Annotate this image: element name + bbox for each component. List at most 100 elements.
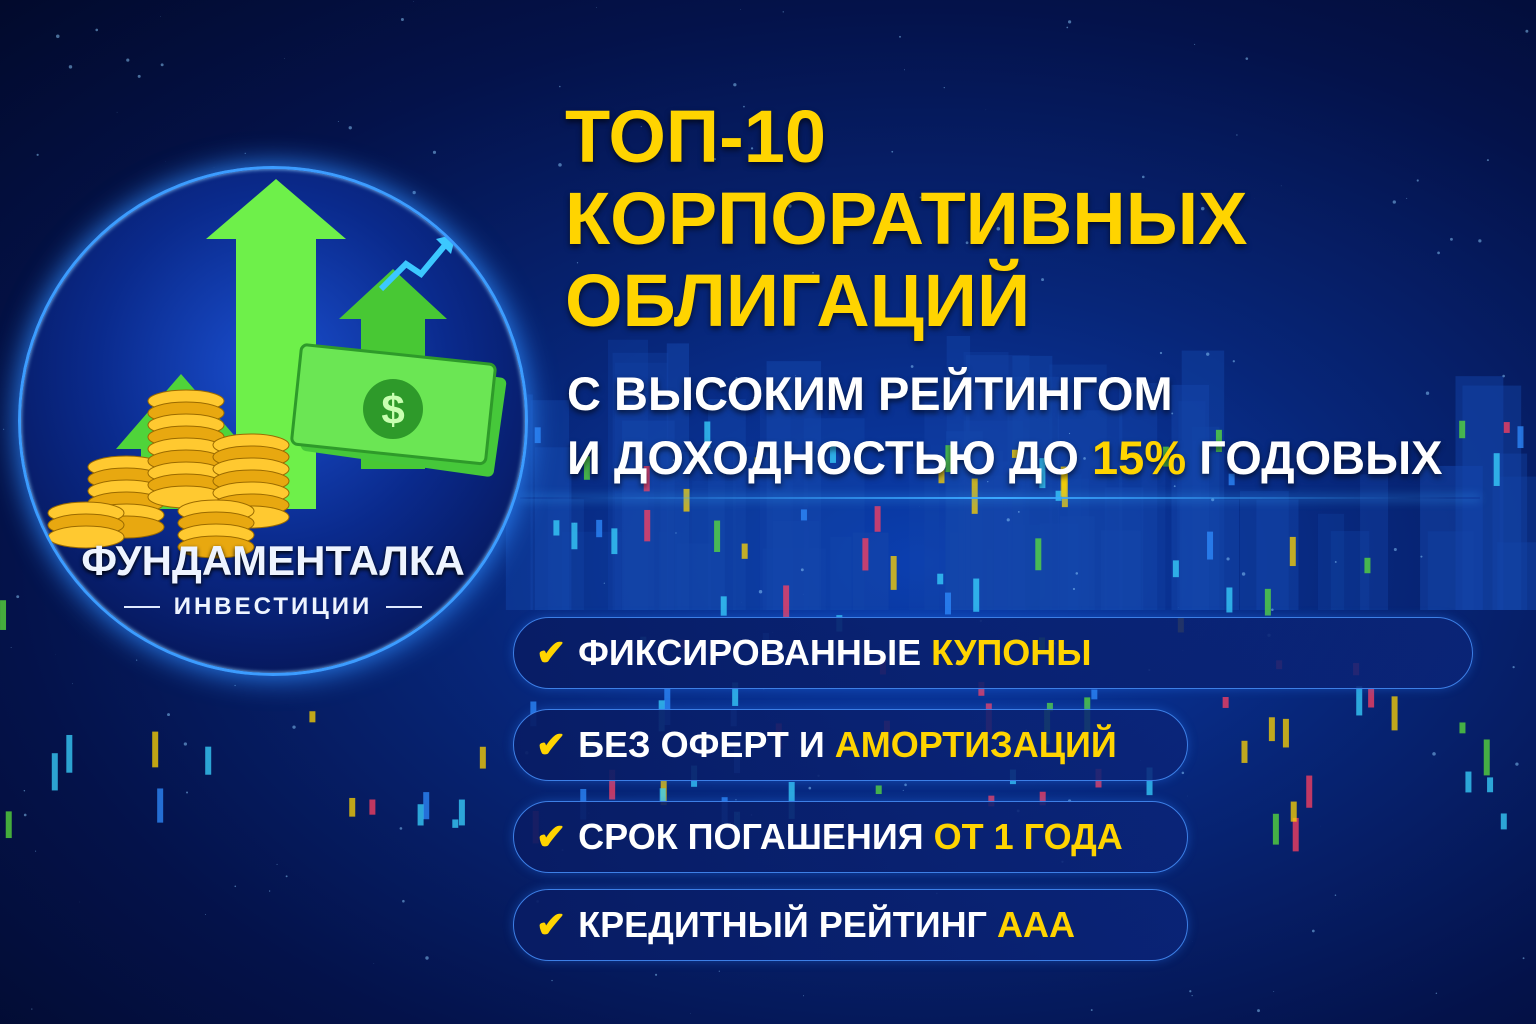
sparkle — [891, 150, 894, 153]
sparkle — [640, 126, 642, 128]
candlestick — [1465, 771, 1472, 793]
sparkle — [292, 725, 296, 729]
sparkle — [788, 204, 792, 208]
logo-badge: $ ФУНДАМЕНТАЛКА ИНВЕСТИЦИИ — [18, 166, 528, 676]
sparkle — [1206, 352, 1210, 356]
sparkle — [740, 9, 741, 10]
candlestick — [611, 528, 618, 555]
headline-line: ОБЛИГАЦИЙ — [565, 259, 1031, 342]
sparkle — [782, 11, 784, 13]
sparkle — [425, 956, 429, 960]
sparkle — [1435, 992, 1438, 995]
sparkle — [603, 582, 605, 584]
tagline-dash — [123, 606, 160, 608]
candlestick — [754, 457, 761, 466]
sparkle — [713, 158, 716, 161]
sparkle — [1141, 175, 1145, 179]
candlestick — [1493, 453, 1500, 486]
sparkle — [1525, 29, 1529, 33]
checkmark-icon: ✔ — [536, 816, 567, 857]
feature-text: КРЕДИТНЫЙ РЕЙТИНГ — [578, 904, 997, 945]
sparkle — [10, 647, 12, 649]
sparkle — [743, 105, 745, 108]
sparkle — [1181, 771, 1185, 775]
sparkle — [690, 1013, 692, 1015]
candlestick — [741, 543, 748, 559]
sparkle — [284, 58, 285, 60]
building — [1057, 410, 1123, 610]
building — [1455, 376, 1504, 610]
checkmark-icon: ✔ — [536, 904, 567, 945]
sparkle — [1171, 412, 1174, 415]
sparkle — [23, 789, 26, 792]
building — [909, 464, 940, 610]
sparkle — [675, 532, 677, 534]
building — [1360, 474, 1389, 610]
coin — [177, 535, 255, 559]
sparkle — [285, 875, 288, 878]
sparkle — [204, 914, 206, 915]
building — [852, 532, 889, 610]
subheadline: С ВЫСОКИМ РЕЙТИНГОМ И ДОХОДНОСТЬЮ ДО 15%… — [567, 362, 1443, 490]
sparkle — [116, 111, 118, 113]
candlestick — [458, 799, 465, 826]
candlestick — [609, 769, 616, 800]
candlestick — [534, 427, 541, 444]
sparkle — [1072, 587, 1076, 591]
dollar-bill-icon: $ — [290, 343, 507, 477]
candlestick — [1500, 813, 1507, 830]
feature-highlight: КУПОНЫ — [931, 632, 1092, 673]
building — [1497, 542, 1536, 610]
candlestick — [1306, 775, 1313, 808]
building — [677, 543, 712, 610]
sparkle — [1486, 159, 1489, 162]
sparkle — [903, 69, 905, 71]
candlestick — [988, 795, 995, 807]
building — [772, 479, 809, 610]
candlestick — [704, 421, 711, 449]
candlestick — [664, 688, 671, 726]
feature-text: СРОК ПОГАШЕНИЯ — [578, 816, 934, 857]
candlestick — [1289, 536, 1296, 567]
sparkle — [1173, 485, 1176, 488]
sparkle — [35, 850, 37, 852]
brand-name: ФУНДАМЕНТАЛКА — [81, 537, 465, 584]
candlestick — [788, 781, 795, 819]
sparkle — [576, 262, 579, 264]
sparkle — [160, 15, 161, 17]
sparkle — [31, 1008, 33, 1010]
building — [1499, 476, 1536, 610]
brand-tagline-row: ИНВЕСТИЦИИ — [21, 593, 525, 621]
sparkle — [735, 377, 738, 380]
sparkle — [244, 152, 246, 154]
sparkle — [413, 1, 414, 2]
building — [772, 520, 820, 610]
candlestick — [205, 746, 212, 775]
sparkle — [56, 34, 60, 39]
feature-item: ✔ ФИКСИРОВАННЫЕ КУПОНЫ — [513, 617, 1473, 689]
sparkle — [1515, 762, 1519, 766]
candlestick — [1039, 791, 1046, 806]
candlestick — [1222, 696, 1229, 708]
gold-coins-icon — [47, 389, 290, 559]
sparkle — [183, 742, 188, 746]
candlestick — [659, 788, 666, 802]
sparkle — [1392, 200, 1396, 204]
sparkle — [1066, 26, 1069, 29]
sparkle — [136, 659, 138, 661]
sparkle — [1159, 351, 1163, 355]
sparkle — [1194, 43, 1196, 45]
building — [674, 498, 725, 610]
candlestick — [683, 488, 690, 512]
sparkle — [1406, 197, 1408, 199]
sparkle — [551, 979, 553, 982]
candlestick — [1146, 767, 1153, 796]
sparkle — [1075, 572, 1079, 575]
sparkle — [718, 970, 720, 972]
feature-text: ФИКСИРОВАННЫЕ — [578, 632, 932, 673]
sparkle — [399, 827, 403, 830]
sparkle — [595, 7, 597, 8]
sparkle — [1236, 134, 1238, 136]
sparkle — [1241, 572, 1246, 576]
